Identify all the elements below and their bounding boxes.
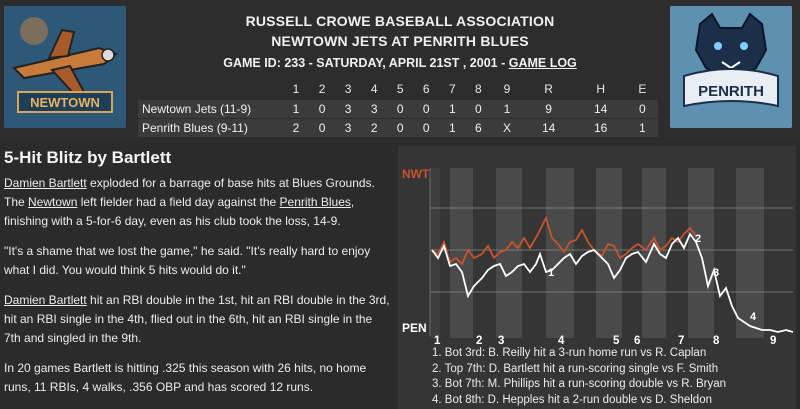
score-cell: 3 (335, 117, 362, 137)
inning-label: 8 (713, 335, 720, 346)
story-paragraph: Damien Bartlett exploded for a barrage o… (4, 174, 390, 231)
game-info: GAME ID: 233 - SATURDAY, APRIL 21ST , 20… (140, 56, 660, 70)
score-cell: 3 (335, 98, 362, 118)
score-cell: 2 (283, 117, 310, 137)
newtown-jets-logo: NEWTOWN (4, 6, 126, 128)
score-cell: 0 (309, 117, 336, 137)
key-play-item: 1. Bot 3rd: B. Reilly hit a 3-run home r… (432, 347, 707, 359)
story-text: hit an RBI double in the 1st, hit an RBI… (4, 293, 390, 345)
score-cell: 1 (491, 98, 523, 118)
inning-label: 4 (558, 335, 565, 346)
game-header: NEWTOWN RUSSELL CROWE BASEBALL ASSOCIATI… (0, 0, 800, 138)
score-cell: 2 (361, 117, 388, 137)
score-cell: 1 (439, 117, 466, 137)
svg-text:NEWTOWN: NEWTOWN (30, 95, 100, 110)
story-text: left fielder had a field day against the (77, 195, 280, 209)
inning-header: 5 (396, 82, 404, 97)
score-cell: X (491, 117, 523, 137)
inning-label: 1 (434, 335, 441, 346)
win-probability-graph: NWT PEN 1 2 3 4 1 2 3 4 5 6 7 8 9 (398, 146, 796, 409)
inning-header: 1 (292, 82, 300, 97)
hits-cell: 14 (574, 98, 627, 118)
runs-header: R (544, 82, 553, 97)
score-cell: 0 (387, 98, 414, 118)
inning-header: 8 (475, 82, 482, 97)
score-cell: 0 (309, 98, 336, 118)
svg-text:PENRITH: PENRITH (698, 83, 764, 100)
inning-header: 3 (344, 82, 352, 97)
inning-header: 4 (370, 82, 378, 97)
story-text: , finishing with a 5-for-6 day, even as … (4, 195, 355, 228)
hits-header: H (596, 82, 605, 97)
score-cell: 3 (361, 98, 388, 118)
story-headline: 5-Hit Blitz by Bartlett (4, 148, 172, 167)
game-story: 5-Hit Blitz by Bartlett Damien Bartlett … (0, 146, 394, 409)
inning-header: 2 (318, 82, 326, 97)
key-plays-list: 1. Bot 3rd: B. Reilly hit a 3-run home r… (432, 346, 792, 408)
inning-header: 7 (448, 82, 456, 97)
away-team-label: NWT (402, 167, 430, 181)
play-marker: 1 (548, 267, 554, 279)
inning-label: 9 (770, 335, 776, 346)
matchup-title: NEWTOWN JETS AT PENRITH BLUES (271, 33, 529, 49)
association-title: RUSSELL CROWE BASEBALL ASSOCIATION (245, 13, 555, 29)
team-name: Newtown Jets (11-9) (138, 98, 283, 118)
team-link[interactable]: Penrith Blues (279, 195, 351, 209)
score-cell: 6 (465, 117, 492, 137)
score-cell: 1 (439, 98, 466, 118)
win-probability-svg: NWT PEN 1 2 3 4 1 2 3 4 5 6 7 8 9 (402, 167, 794, 346)
game-log-link[interactable]: GAME LOG (508, 56, 577, 70)
key-play-item: 4. Bot 8th: D. Hepples hit a 2-run doubl… (432, 393, 712, 406)
penrith-blues-logo: PENRITH (670, 6, 792, 128)
inning-label: 3 (498, 335, 504, 346)
team-name: Penrith Blues (9-11) (138, 117, 283, 137)
inning-label: 5 (613, 335, 620, 346)
score-cell: 1 (283, 98, 310, 118)
story-text: exploded for a barrage of base hits at B… (4, 176, 375, 209)
score-cell: 0 (465, 98, 492, 118)
score-cell: 0 (413, 98, 440, 118)
team-link[interactable]: Newtown (28, 195, 78, 209)
linescore-table: 1 2 3 4 5 6 7 8 9 R H E Newtown Jets (11… (138, 80, 658, 137)
game-info-text: GAME ID: 233 - SATURDAY, APRIL 21ST , 20… (223, 56, 509, 70)
linescore-row-home: Penrith Blues (9-11) 2 0 3 2 0 0 1 6 X 1… (138, 117, 658, 137)
player-link[interactable]: Damien Bartlett (4, 176, 87, 190)
score-cell: 0 (413, 117, 440, 137)
inning-label: 2 (476, 335, 482, 346)
story-paragraph: Damien Bartlett hit an RBI double in the… (4, 291, 390, 348)
inning-label: 6 (634, 335, 640, 346)
player-link[interactable]: Damien Bartlett (4, 293, 87, 307)
score-cell: 0 (387, 117, 414, 137)
errors-cell: 1 (626, 117, 658, 137)
home-team-label: PEN (402, 321, 427, 335)
story-quote: "It's a shame that we lost the game," he… (4, 244, 371, 277)
play-marker: 3 (713, 267, 719, 279)
key-play-item: 3. Bot 7th: M. Phillips hit a run-scorin… (432, 378, 727, 390)
play-marker: 2 (695, 233, 701, 245)
inning-label: 7 (678, 335, 684, 346)
play-marker: 4 (750, 311, 757, 323)
hits-cell: 16 (574, 117, 627, 137)
linescore-header-row: 1 2 3 4 5 6 7 8 9 R H E (138, 80, 658, 99)
story-paragraph: In 20 games Bartlett is hitting .325 thi… (4, 361, 367, 394)
errors-cell: 0 (626, 98, 658, 118)
linescore-row-away: Newtown Jets (11-9) 1 0 3 3 0 0 1 0 1 9 … (138, 98, 658, 118)
runs-cell: 14 (522, 117, 575, 137)
runs-cell: 9 (522, 98, 575, 118)
team-header (138, 80, 283, 99)
inning-header: 6 (422, 82, 430, 97)
errors-header: E (638, 82, 647, 97)
key-play-item: 2. Top 7th: D. Bartlett hit a run-scorin… (432, 362, 719, 375)
inning-header: 9 (503, 82, 511, 97)
